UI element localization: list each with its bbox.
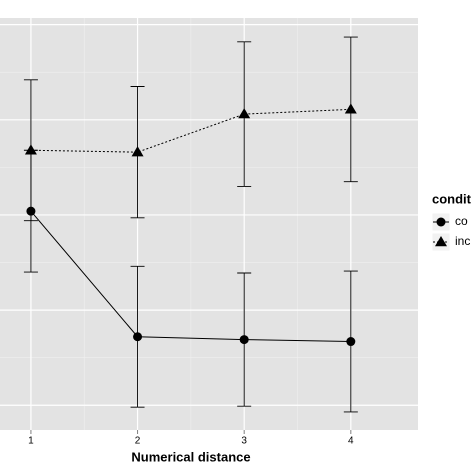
point [131,146,144,157]
point [133,332,143,342]
point [346,337,356,347]
point [239,335,249,345]
x-tick-label: 4 [348,436,354,447]
x-axis-label: Numerical distance [131,449,250,464]
x-tick-label: 1 [28,436,34,447]
series-line [30,210,351,343]
point [238,108,251,119]
x-tick-label: 2 [135,436,141,447]
point [24,144,37,155]
legend-label: co [455,214,468,228]
legend-marker [435,236,447,247]
x-tick-label: 3 [241,436,247,447]
series-line [30,108,351,153]
legend-marker [436,217,446,227]
plot-panel [0,18,418,430]
legend-label: inc [455,234,470,248]
point [344,103,357,114]
legend-title: condit [432,191,472,206]
